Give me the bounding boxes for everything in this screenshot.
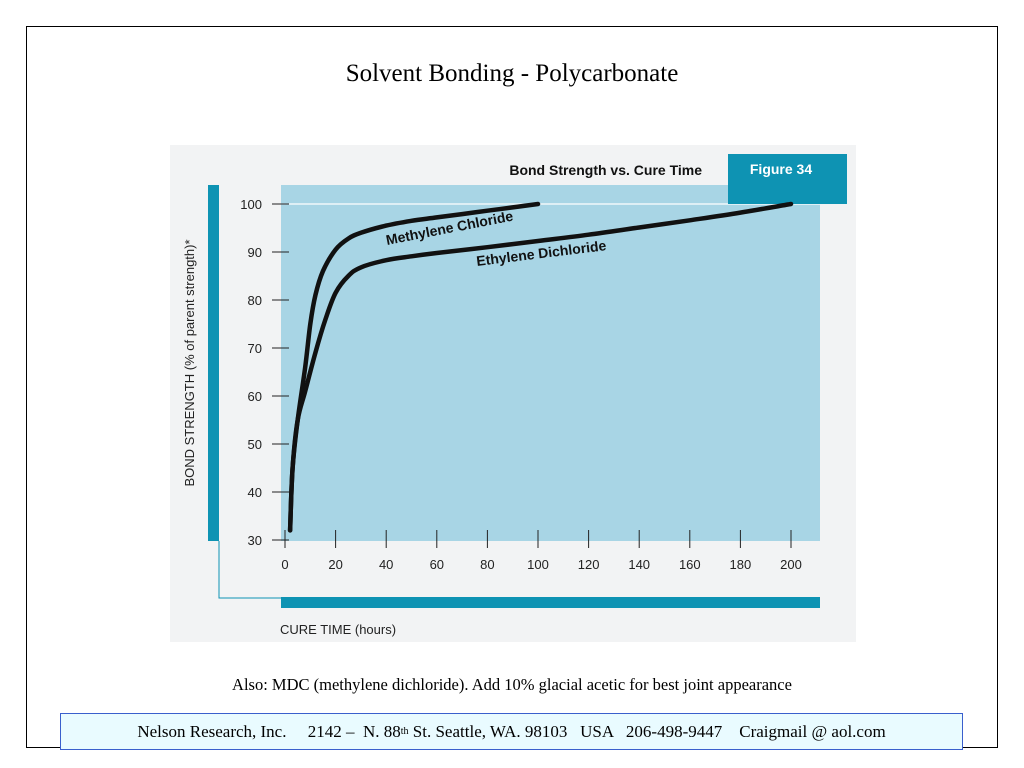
x-tick-label: 140 <box>628 557 650 572</box>
y-tick-label: 40 <box>248 485 262 500</box>
axis-connector-line <box>218 541 281 599</box>
plot-area <box>281 185 820 541</box>
x-tick-label: 40 <box>379 557 393 572</box>
x-tick-label: 120 <box>578 557 600 572</box>
footer-company: Nelson Research, Inc. <box>137 721 287 741</box>
y-tick-label: 30 <box>248 533 262 548</box>
x-tick-label: 160 <box>679 557 701 572</box>
bottom-accent-bar <box>281 597 820 608</box>
y-tick-label: 60 <box>248 389 262 404</box>
chart-panel: Bond Strength vs. Cure Time Figure 34 30 40… <box>170 145 856 642</box>
series-ethylene-dichloride <box>287 201 794 533</box>
x-tick-label: 0 <box>281 557 288 572</box>
y-tick-label: 50 <box>248 437 262 452</box>
x-tick-label: 200 <box>780 557 802 572</box>
y-tick-label: 100 <box>240 197 262 212</box>
x-tick-label: 80 <box>480 557 494 572</box>
y-tick-label: 90 <box>248 245 262 260</box>
figure-badge <box>728 154 847 204</box>
chart-title: Bond Strength vs. Cure Time <box>509 162 702 178</box>
x-tick-label: 100 <box>527 557 549 572</box>
footer-address-post: St. Seattle, WA. 98103 USA 206-498-9447 … <box>408 721 886 741</box>
slide-title: Solvent Bonding - Polycarbonate <box>345 60 679 87</box>
footer-address-pre: 2142 – N. 88 <box>307 721 401 741</box>
y-tick-label: 80 <box>248 293 262 308</box>
x-tick-label: 180 <box>730 557 752 572</box>
footer-address-sup: th <box>400 726 409 737</box>
y-tick-label: 70 <box>248 341 262 356</box>
x-axis-label: CURE TIME (hours) <box>280 622 396 637</box>
left-accent-bar <box>208 185 219 541</box>
note-text: Also: MDC (methylene dichloride). Add 10… <box>232 675 792 694</box>
y-axis-label: BOND STRENGTH (% of parent strength)* <box>182 239 197 486</box>
figure-badge-label: Figure 34 <box>750 161 812 177</box>
chart-svg: Bond Strength vs. Cure Time Figure 34 30 40… <box>182 154 847 637</box>
x-tick-label: 20 <box>328 557 342 572</box>
series-methylene-chloride <box>287 201 541 533</box>
x-tick-label: 60 <box>430 557 444 572</box>
